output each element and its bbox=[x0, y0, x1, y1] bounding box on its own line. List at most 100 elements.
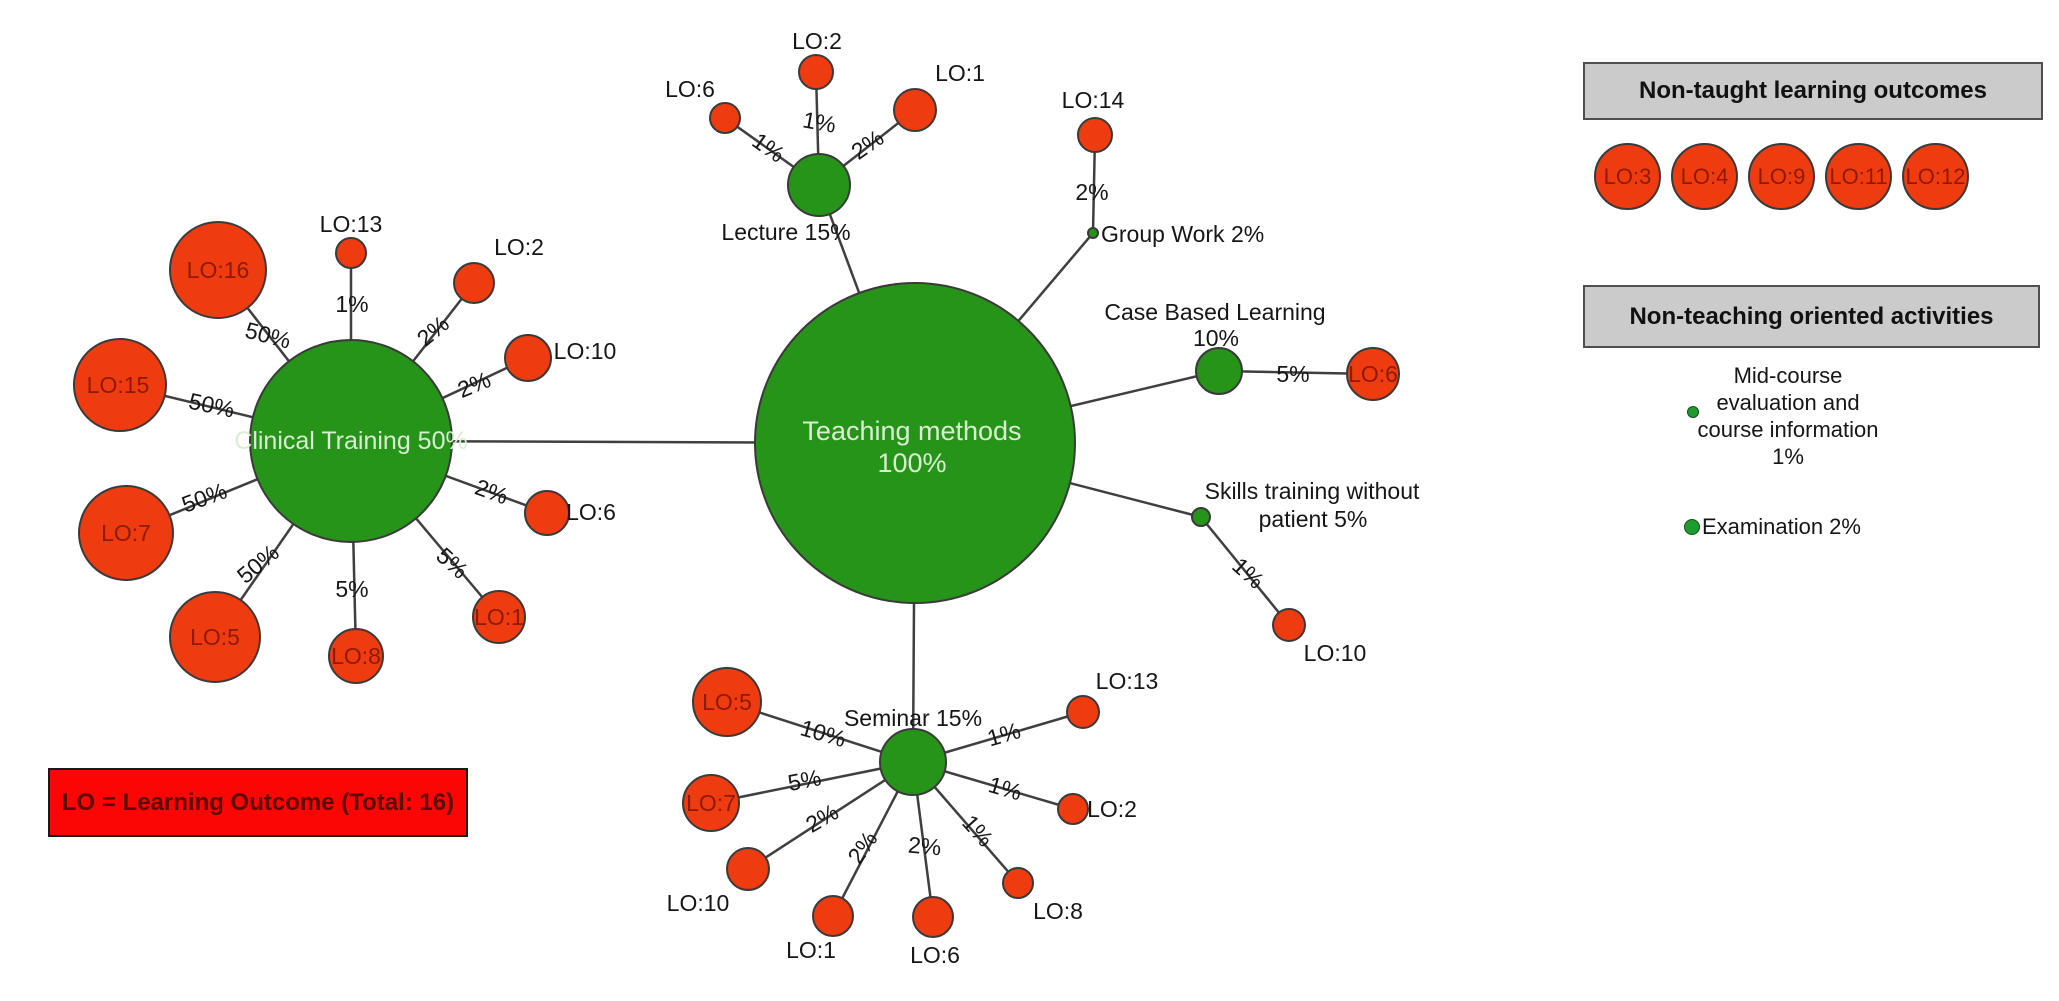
mid-course-line: Mid-course bbox=[1733, 363, 1843, 388]
node-cl_lo15 bbox=[73, 338, 167, 432]
node-label-sem_lo13: LO:13 bbox=[1096, 668, 1159, 694]
node-label-sk_lo10: LO:10 bbox=[1304, 640, 1367, 666]
non-taught-lo-label: LO:12 bbox=[1905, 163, 1966, 189]
node-label-teaching: Teaching methods bbox=[802, 416, 1021, 446]
node-cl_lo6 bbox=[524, 490, 570, 536]
node-label-cl_lo5: LO:5 bbox=[190, 624, 240, 650]
edge-label-groupwork-gw_lo14: 2% bbox=[1075, 179, 1108, 205]
node-sem_lo7 bbox=[682, 774, 740, 832]
edge-label-seminar-sem_lo8: 1% bbox=[957, 810, 999, 852]
edge-label-lecture-lec_lo6: 1% bbox=[748, 127, 790, 167]
node-sem_lo8 bbox=[1002, 867, 1034, 899]
non-taught-lo-label: LO:11 bbox=[1829, 163, 1888, 189]
node-sk_lo10 bbox=[1272, 608, 1306, 642]
node-label-sem_lo7: LO:7 bbox=[686, 790, 736, 816]
non-teaching-header: Non-teaching oriented activities bbox=[1583, 285, 2040, 348]
node-label-teaching-1: 100% bbox=[877, 448, 946, 478]
node-label-cl_lo7: LO:7 bbox=[101, 520, 151, 546]
node-lec_lo1 bbox=[893, 88, 937, 132]
node-cl_lo5 bbox=[169, 591, 261, 683]
non-taught-lo-label: LO:4 bbox=[1680, 163, 1729, 189]
node-cbl bbox=[1195, 347, 1243, 395]
node-cl_lo10 bbox=[504, 334, 552, 382]
edge-label-clinical-cl_lo8: 5% bbox=[335, 576, 368, 602]
node-label-sem_lo2: LO:2 bbox=[1087, 796, 1137, 822]
node-label-sem_lo5: LO:5 bbox=[702, 689, 752, 715]
node-label-skills-1: patient 5% bbox=[1259, 506, 1368, 532]
edge-label-clinical-cl_lo6: 2% bbox=[472, 474, 512, 510]
edge-label-clinical-cl_lo10: 2% bbox=[454, 366, 495, 403]
non-taught-outcomes-row: LO:3 LO:4 LO:9 LO:11 LO:12 bbox=[1594, 143, 1969, 210]
node-label-gw_lo14: LO:14 bbox=[1062, 87, 1125, 113]
edge-label-clinical-cl_lo5: 50% bbox=[232, 539, 284, 589]
non-taught-lo-circle: LO:12 bbox=[1902, 143, 1969, 210]
node-label-cl_lo16: LO:16 bbox=[187, 257, 250, 283]
node-cl_lo8 bbox=[328, 628, 384, 684]
non-taught-lo-circle: LO:3 bbox=[1594, 143, 1661, 210]
node-label-cbl_lo6: LO:6 bbox=[1348, 361, 1398, 387]
edge-label-clinical-cl_lo13: 1% bbox=[335, 291, 368, 317]
mid-course-item: Mid-course evaluation and course informa… bbox=[1665, 362, 1911, 470]
node-sem_lo2 bbox=[1057, 793, 1089, 825]
lo-legend-text: LO = Learning Outcome (Total: 16) bbox=[61, 788, 455, 816]
node-sem_lo6 bbox=[912, 896, 954, 938]
node-sem_lo10 bbox=[726, 847, 770, 891]
node-lec_lo6 bbox=[709, 102, 741, 134]
node-label-cl_lo8: LO:8 bbox=[331, 643, 381, 669]
node-label-lec_lo1: LO:1 bbox=[935, 60, 985, 86]
edge-label-clinical-cl_lo7: 50% bbox=[178, 477, 230, 517]
edge-label-clinical-cl_lo15: 50% bbox=[186, 388, 236, 423]
node-skills bbox=[1191, 507, 1211, 527]
edge-label-cbl-cbl_lo6: 5% bbox=[1276, 361, 1309, 387]
lo-legend-box: LO = Learning Outcome (Total: 16) bbox=[48, 768, 468, 837]
non-taught-header: Non-taught learning outcomes bbox=[1583, 62, 2043, 120]
node-lecture bbox=[787, 153, 851, 217]
node-label-cl_lo6: LO:6 bbox=[566, 499, 616, 525]
node-label-cbl: Case Based Learning bbox=[1104, 299, 1325, 325]
edge-label-seminar-sem_lo7: 5% bbox=[786, 764, 824, 796]
node-sem_lo13 bbox=[1066, 695, 1100, 729]
node-cl_lo1 bbox=[472, 590, 526, 644]
node-lec_lo2 bbox=[798, 54, 834, 90]
non-taught-lo-label: LO:9 bbox=[1757, 163, 1806, 189]
node-label-groupwork: Group Work 2% bbox=[1101, 221, 1264, 247]
node-label-cl_lo13: LO:13 bbox=[320, 211, 383, 237]
non-taught-lo-circle: LO:4 bbox=[1671, 143, 1738, 210]
node-label-lec_lo2: LO:2 bbox=[792, 28, 842, 54]
node-clinical bbox=[249, 339, 453, 543]
edge-label-clinical-cl_lo16: 50% bbox=[242, 317, 293, 354]
edge-label-seminar-sem_lo13: 1% bbox=[984, 717, 1023, 751]
mid-course-line: evaluation and bbox=[1716, 390, 1860, 415]
node-cl_lo2 bbox=[453, 262, 495, 304]
node-teaching bbox=[754, 282, 1076, 604]
node-label-seminar: Seminar 15% bbox=[844, 705, 982, 731]
edge-label-lecture-lec_lo2: 1% bbox=[801, 106, 838, 137]
examination-label: Examination 2% bbox=[1702, 514, 1861, 539]
non-taught-header-title: Non-taught learning outcomes bbox=[1639, 77, 1987, 104]
node-label-lec_lo6: LO:6 bbox=[665, 76, 715, 102]
node-seminar bbox=[879, 728, 947, 796]
node-label-sem_lo8: LO:8 bbox=[1033, 898, 1083, 924]
node-label-cl_lo10: LO:10 bbox=[554, 338, 617, 364]
node-cl_lo7 bbox=[78, 485, 174, 581]
node-label-skills: Skills training without bbox=[1205, 478, 1420, 504]
node-gw_lo14 bbox=[1077, 117, 1113, 153]
node-sem_lo1 bbox=[812, 895, 854, 937]
node-cbl_lo6 bbox=[1346, 347, 1400, 401]
non-taught-lo-circle: LO:9 bbox=[1748, 143, 1815, 210]
node-label-cl_lo2: LO:2 bbox=[494, 234, 544, 260]
node-label-cbl-1: 10% bbox=[1193, 325, 1239, 351]
mid-course-line: course information bbox=[1697, 417, 1879, 442]
node-label-lecture: Lecture 15% bbox=[721, 219, 850, 245]
non-taught-lo-circle: LO:11 bbox=[1825, 143, 1892, 210]
mid-course-dot-icon bbox=[1687, 406, 1699, 418]
non-teaching-header-title: Non-teaching oriented activities bbox=[1629, 302, 1994, 330]
edge-label-seminar-sem_lo5: 10% bbox=[797, 714, 848, 752]
node-label-sem_lo6: LO:6 bbox=[910, 942, 960, 968]
edge-label-seminar-sem_lo2: 1% bbox=[986, 771, 1025, 805]
edge-skills-sk_lo10 bbox=[1200, 516, 1290, 626]
node-groupwork bbox=[1087, 227, 1099, 239]
node-label-sem_lo1: LO:1 bbox=[786, 937, 836, 963]
